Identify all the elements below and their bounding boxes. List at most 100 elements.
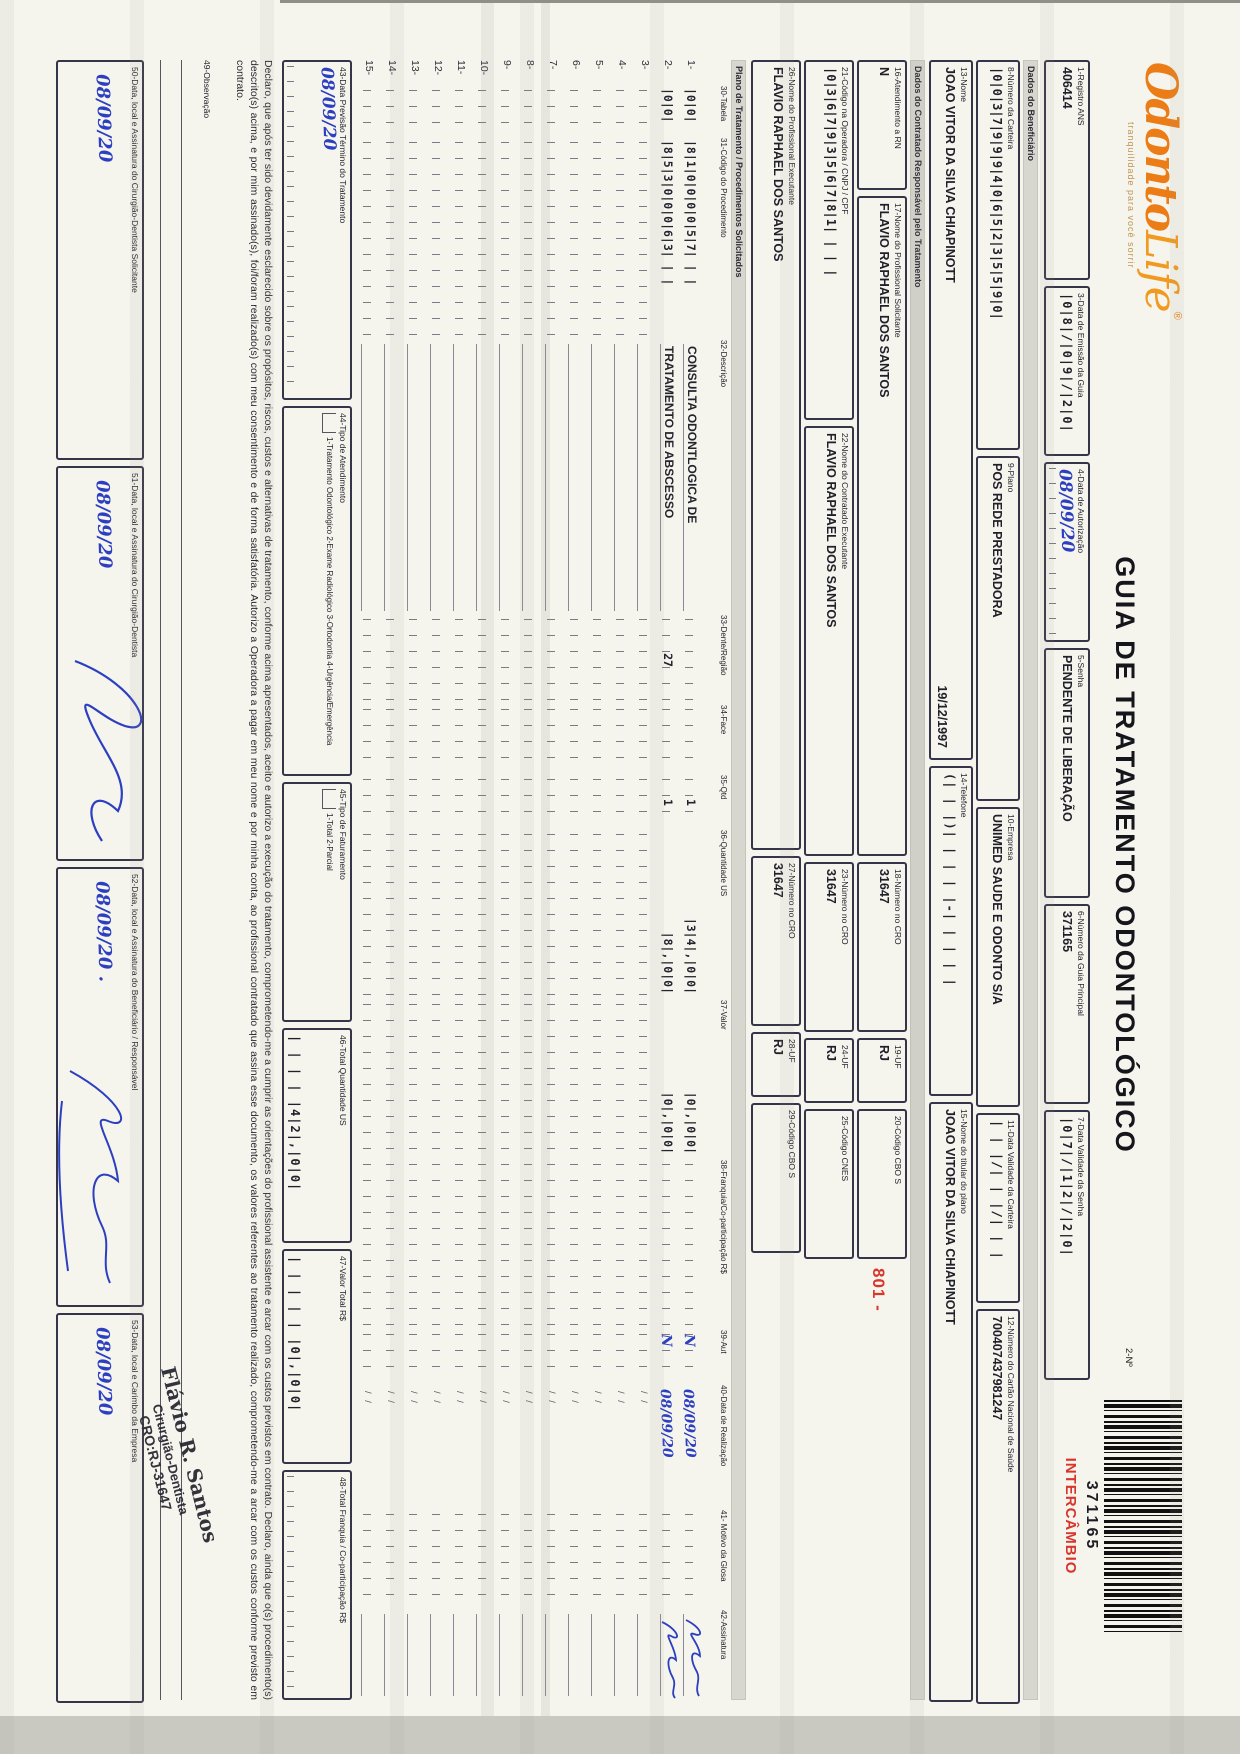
dente-cell [591, 615, 614, 705]
field-value: RJ [824, 1045, 838, 1061]
qtd-cell [614, 775, 637, 830]
valor-value: |0|,|0|0| [661, 1091, 675, 1154]
face-cell [384, 705, 407, 775]
field-validade-senha: 7-Data Validade da Senha |0|7|/|1|2|/|2|… [1044, 1110, 1090, 1380]
codigo-cell [430, 138, 453, 340]
aut-cell [361, 1330, 384, 1385]
franquia-cell [591, 1160, 614, 1330]
field-label: 15-Nome do titular do plano [959, 1109, 969, 1214]
field-data-emissao: 3-Data de Emissão da Guia |0|8|/|0|9|/|2… [1044, 286, 1090, 456]
assinatura-cell [660, 1614, 683, 1699]
field-label: 29-Código CBO S [787, 1110, 797, 1179]
procedure-row-1: 1- |0|0| |8|1|0|0|0|0|5|7| | | CONSULTA … [680, 60, 706, 1700]
field-value: RJ [877, 1045, 891, 1061]
logo-odonto-text: Odonto [1135, 62, 1186, 231]
aut-cell [407, 1330, 430, 1385]
field-label: 3-Data de Emissão da Guia [1076, 293, 1086, 398]
aut-cell [384, 1330, 407, 1385]
tabela-cell [614, 86, 637, 138]
dente-cell [384, 615, 407, 705]
descricao-value: TRATAMENTO DE ABSCESSO [662, 346, 676, 519]
field-atendimento-rn: 16-Atendimento a RN N [857, 60, 907, 190]
field-label: 1-Registro ANS [1076, 67, 1086, 126]
assinatura-cell [614, 1614, 637, 1696]
field-cbo-solicitante: 20-Código CBO S [857, 1109, 907, 1259]
intercambio-tag: INTERCÂMBIO [1062, 1457, 1079, 1575]
codigo-cell [361, 138, 384, 340]
row-number: 15- [363, 60, 375, 76]
field-label: 20-Código CBO S [893, 1116, 903, 1185]
field-uf-contratado: 24-UF RJ [804, 1038, 854, 1103]
col-assinatura: 42-Assinatura [719, 1610, 728, 1660]
glosa-cell [614, 1510, 637, 1610]
codigo-value: |8|5|3|0|0|0|6|3| | | [661, 140, 675, 286]
header-fields-row: 1-Registro ANS 406414 3-Data de Emissão … [1044, 60, 1090, 1380]
field-value: |0|0|3|7|9|9|9|4|0|6|5|2|3|5|5|9|0| [990, 67, 1004, 320]
field-label: 43-Data Previsão Término do Tratamento [338, 67, 348, 224]
aut-cell [430, 1330, 453, 1385]
valor-cell [453, 1000, 476, 1160]
field-label: 19-UF [893, 1045, 903, 1069]
field-registro-ans: 1-Registro ANS 406414 [1044, 60, 1090, 280]
franquia-cell [407, 1160, 430, 1330]
section-plano-tratamento: Plano de Tratamento / Procedimentos Soli… [731, 60, 746, 1700]
field-value: PENDENTE DE LIBERAÇÃO [1060, 655, 1074, 822]
valor-value: |0|,|0|0| [684, 1091, 698, 1154]
quantidade-us-cell [637, 830, 660, 1000]
field-value: 31647 [824, 869, 838, 904]
valor-cell [568, 1000, 591, 1160]
field-label: 47-Valor Total R$ [338, 1256, 348, 1321]
descricao-cell [361, 344, 384, 611]
valor-cell [384, 1000, 407, 1160]
field-label: 8-Número da Carteira [1006, 67, 1016, 150]
field-contratado-executante: 22-Nome do Contratado Executante FLAVIO … [804, 426, 854, 856]
section-beneficiario: Dados do Beneficiário [1023, 60, 1038, 1700]
tabela-cell [453, 86, 476, 138]
descricao-cell [430, 344, 453, 611]
registered-mark: ® [1171, 311, 1183, 320]
handwritten-date: 08/09/20 [91, 73, 116, 163]
aut-handwritten: N [680, 1333, 698, 1348]
descricao-cell [384, 344, 407, 611]
field-2-number-label: 2-Nº [1123, 1348, 1134, 1367]
scanner-edge-bottom [0, 1716, 1240, 1754]
face-cell [568, 705, 591, 775]
face-cell [637, 705, 660, 775]
franquia-cell [660, 1160, 683, 1330]
logo-life-text: Life [1135, 230, 1186, 312]
row-number: 3- [639, 60, 651, 70]
field-label: 11-Data Validade da Carteira [1006, 1120, 1016, 1229]
aut-cell [614, 1330, 637, 1385]
birth-date-value: 19/12/1997 [935, 685, 949, 748]
field-value: (| | |)| | | | |-| | | | | [943, 773, 957, 987]
franquia-cell [361, 1160, 384, 1330]
descricao-cell [453, 344, 476, 611]
field-cbo-executante: 29-Código CBO S [751, 1103, 801, 1253]
contratado-row-3: 26-Nome do Profissional Executante FLAVI… [751, 60, 801, 1253]
data-realizacao-cell: / / [592, 1391, 603, 1405]
field-assinatura-beneficiario: 52-Data, local e Assinatura do Beneficiá… [56, 867, 144, 1307]
field-value: 700407437981247 [990, 1316, 1004, 1421]
data-realizacao-cell: / / [454, 1391, 465, 1405]
handwritten-date: 08/09/20 . [91, 880, 116, 983]
row-number: 9- [501, 60, 513, 70]
dente-cell [637, 615, 660, 705]
face-cell [499, 705, 522, 775]
field-label: 13-Nome [959, 67, 969, 102]
signature-stroke [74, 659, 143, 842]
quantidade-us-cell [568, 830, 591, 1000]
assinatura-cell [499, 1614, 522, 1696]
glosa-cell [637, 1510, 660, 1610]
field-data-autorizacao: 4-Data de Autorização 08/09/20 [1044, 462, 1090, 642]
row-number: 2- [662, 60, 674, 70]
valor-cell [591, 1000, 614, 1160]
qtd-value: 1 [684, 799, 698, 806]
dente-cell [407, 615, 430, 705]
field-value: |0|7|/|1|2|/|2|0| [1060, 1117, 1074, 1257]
codigo-cell [637, 138, 660, 340]
handwritten-date: 08/09/20 [316, 66, 340, 151]
field-value: 31647 [771, 863, 785, 898]
contratado-row-1: 16-Atendimento a RN N 17-Nome do Profiss… [857, 60, 907, 1259]
tabela-cell [407, 86, 430, 138]
